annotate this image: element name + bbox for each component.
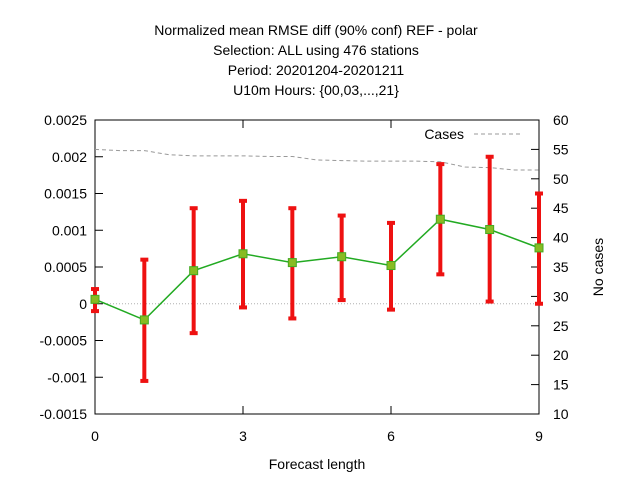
y2-tick-label: 30 (553, 288, 569, 304)
y2-tick-label: 20 (553, 347, 569, 363)
y2-tick-label: 45 (553, 200, 569, 216)
x-tick-label: 0 (91, 428, 99, 444)
y2-tick-label: 50 (553, 171, 569, 187)
y2-axis-label: No cases (590, 238, 606, 296)
title-line: Selection: ALL using 476 stations (213, 42, 419, 58)
y-tick-label: 0.0015 (44, 186, 87, 202)
title-line: Period: 20201204-20201211 (228, 62, 405, 78)
y-tick-label: -0.0005 (40, 333, 88, 349)
chart-title: Normalized mean RMSE diff (90% conf) REF… (154, 22, 478, 98)
data-point (337, 252, 347, 262)
y2-tick-label: 40 (553, 230, 569, 246)
data-point (435, 214, 445, 224)
legend-label: Cases (424, 126, 464, 142)
data-point (90, 294, 100, 304)
data-point (189, 266, 199, 276)
data-point (139, 315, 149, 325)
data-point (238, 249, 248, 259)
plot-frame (94, 119, 540, 415)
title-line: Normalized mean RMSE diff (90% conf) REF… (154, 22, 478, 38)
y-tick-label: -0.0015 (40, 406, 88, 422)
x-tick-label: 9 (535, 428, 543, 444)
x-tick-label: 3 (239, 428, 247, 444)
data-point (386, 261, 396, 271)
data-point (287, 258, 297, 268)
series (90, 148, 544, 383)
y-tick-label: 0.0005 (44, 259, 87, 275)
y2-tick-label: 35 (553, 259, 569, 275)
y-tick-label: -0.001 (47, 369, 87, 385)
y2-tick-label: 15 (553, 377, 569, 393)
axis-ticks: -0.0015 -0.001 -0.0005 0 0.0005 0.001 0.0015 0.… (40, 112, 569, 444)
y-tick-label: 0 (79, 296, 87, 312)
x-tick-label: 6 (387, 428, 395, 444)
y-tick-label: 0.001 (52, 222, 87, 238)
y2-tick-label: 25 (553, 318, 569, 334)
y-tick-label: 0.002 (52, 149, 87, 165)
data-point (485, 225, 495, 235)
y-tick-label: 0.0025 (44, 112, 87, 128)
y2-tick-label: 10 (553, 406, 569, 422)
x-axis-label: Forecast length (269, 456, 366, 472)
y2-tick-label: 60 (553, 112, 569, 128)
mean-line (94, 218, 540, 321)
legend: Cases (424, 126, 520, 142)
cases-line (94, 148, 539, 171)
data-point (534, 243, 544, 253)
title-line: U10m Hours: {00,03,...,21} (233, 82, 399, 98)
y2-tick-label: 55 (553, 141, 569, 157)
